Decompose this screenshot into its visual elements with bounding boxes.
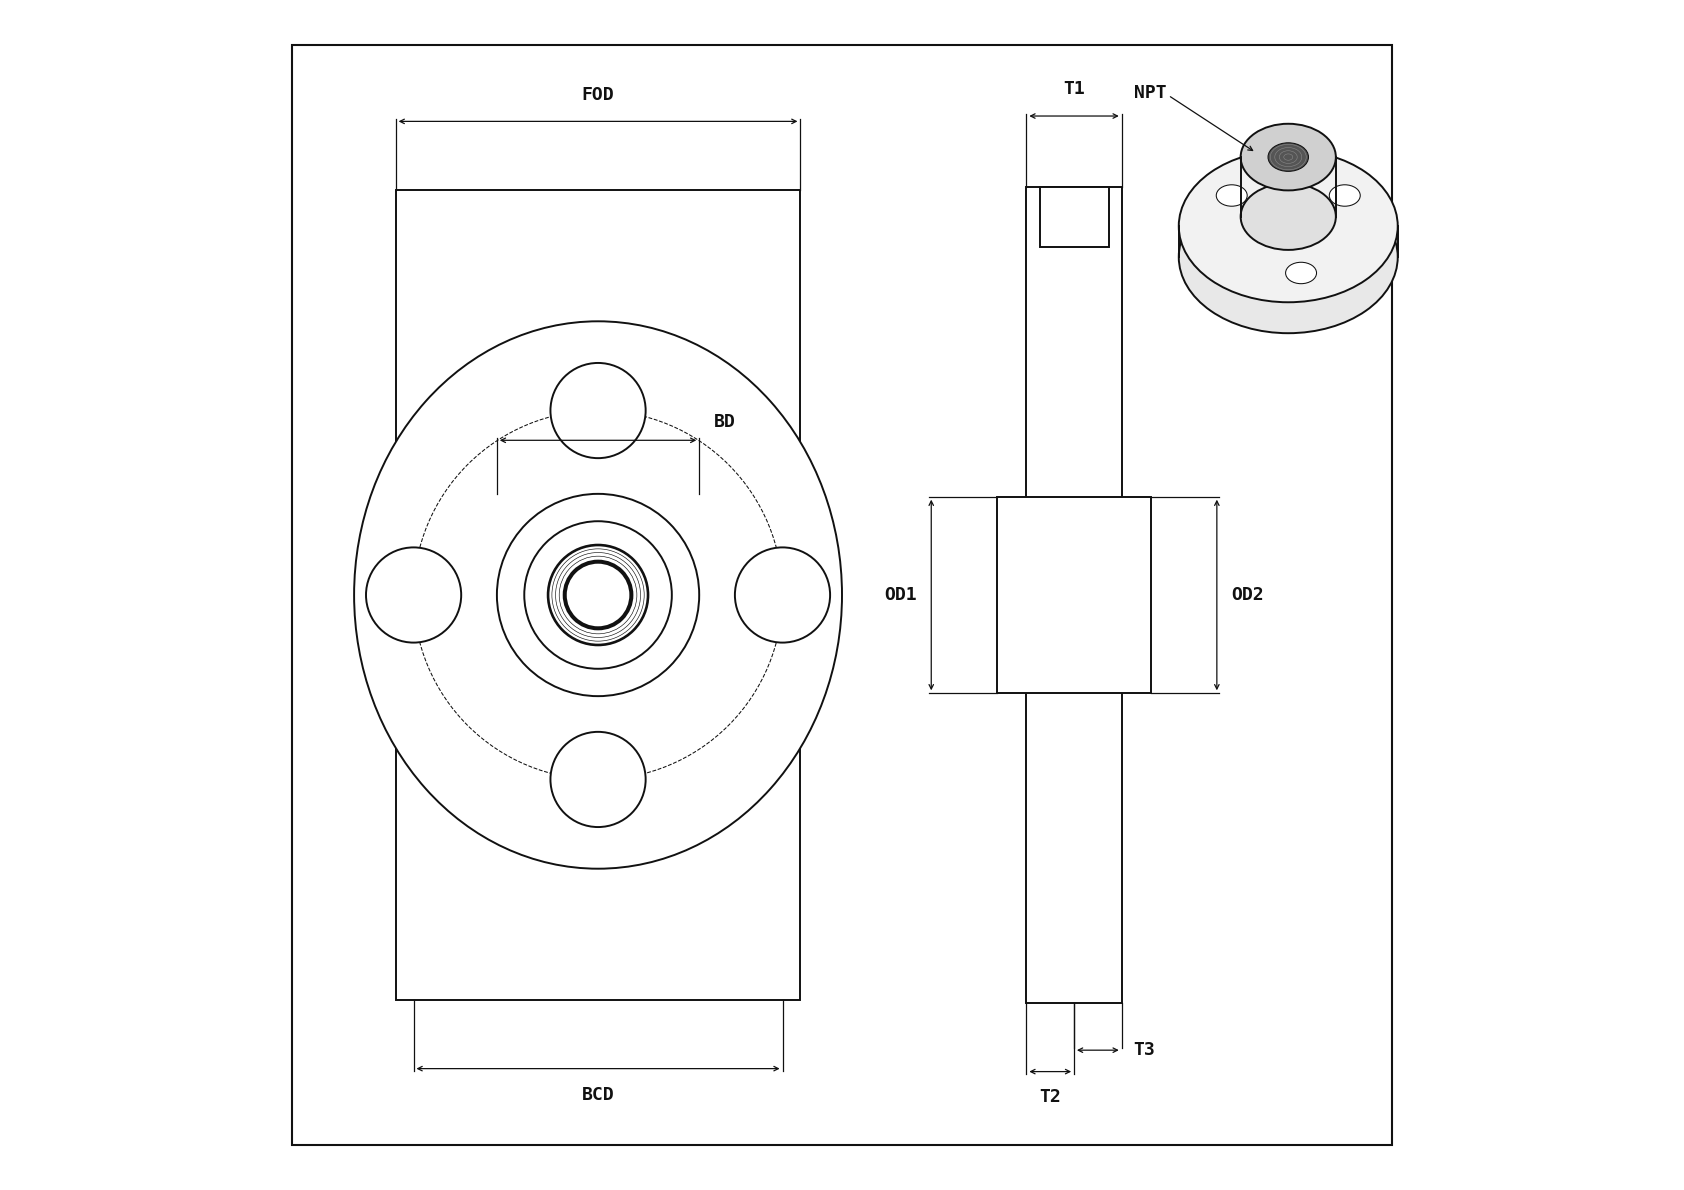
Bar — [396, 190, 800, 1000]
Text: T1: T1 — [1063, 80, 1084, 98]
Ellipse shape — [1329, 184, 1361, 206]
Ellipse shape — [365, 547, 461, 643]
Bar — [1027, 187, 1122, 1002]
Text: OD2: OD2 — [1231, 585, 1263, 605]
Bar — [997, 496, 1152, 693]
Ellipse shape — [354, 321, 842, 869]
Ellipse shape — [734, 547, 830, 643]
Ellipse shape — [1268, 143, 1308, 171]
Ellipse shape — [524, 521, 672, 669]
Text: OD1: OD1 — [884, 585, 918, 605]
Text: BD: BD — [714, 413, 736, 431]
Ellipse shape — [551, 732, 645, 827]
Ellipse shape — [551, 363, 645, 458]
Ellipse shape — [1241, 124, 1335, 190]
Text: FOD: FOD — [581, 86, 615, 104]
Text: BCD: BCD — [581, 1086, 615, 1104]
Ellipse shape — [497, 494, 699, 696]
Ellipse shape — [547, 545, 648, 645]
Ellipse shape — [1216, 184, 1248, 206]
Text: T3: T3 — [1133, 1041, 1155, 1059]
Ellipse shape — [1179, 181, 1398, 333]
Ellipse shape — [1285, 262, 1317, 283]
Bar — [1039, 187, 1108, 248]
Text: T2: T2 — [1039, 1088, 1061, 1107]
Ellipse shape — [564, 562, 632, 628]
Text: NPT: NPT — [1135, 83, 1167, 102]
Ellipse shape — [1179, 150, 1398, 302]
Ellipse shape — [1241, 183, 1335, 250]
